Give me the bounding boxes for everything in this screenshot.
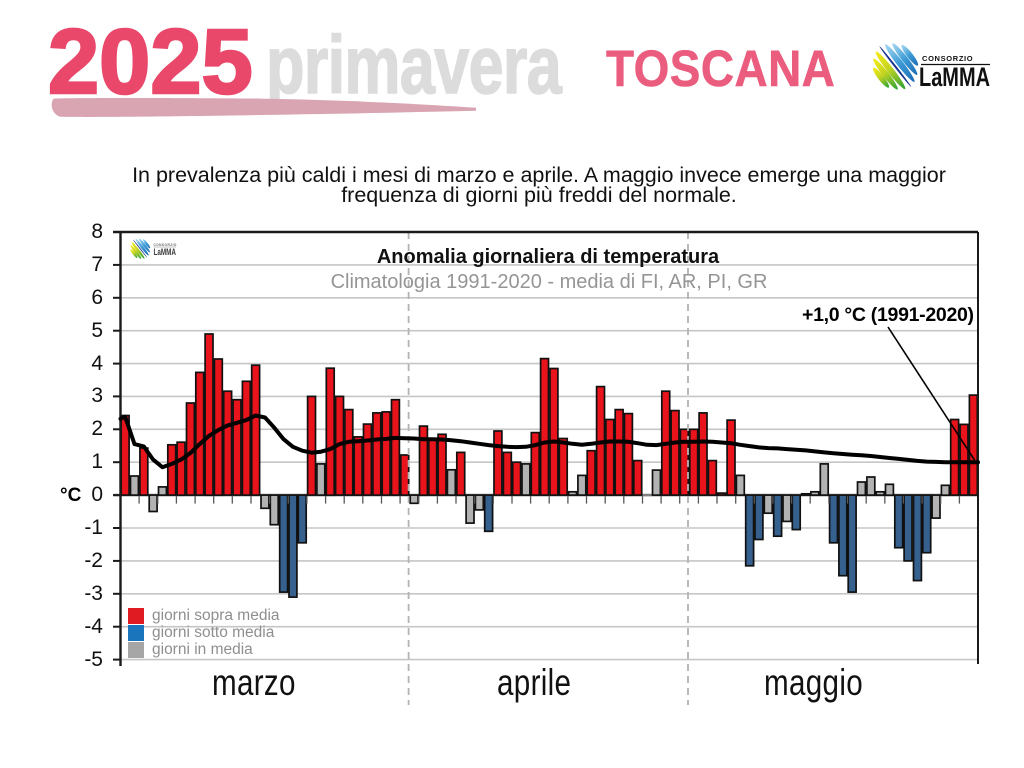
svg-text:CONSORZIO: CONSORZIO [154,243,177,247]
svg-text:LaMMA: LaMMA [919,62,990,92]
svg-text:LaMMA: LaMMA [154,247,177,257]
svg-text:CONSORZIO: CONSORZIO [922,54,973,63]
